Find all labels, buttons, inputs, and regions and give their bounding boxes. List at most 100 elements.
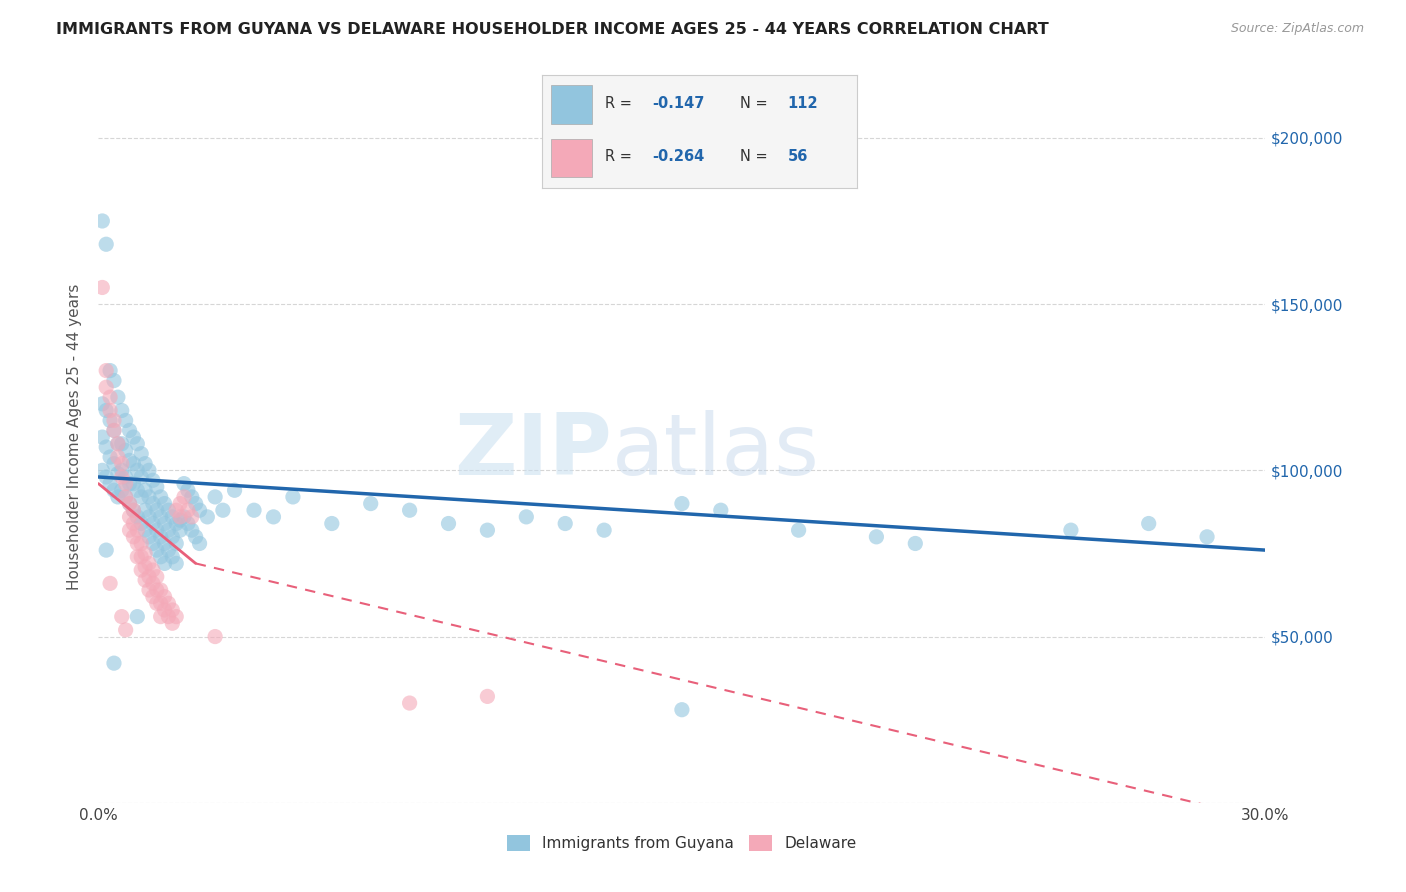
Point [146,570,169,584]
Point [212,503,235,517]
Point [162,549,184,564]
Point [184,497,207,511]
Point [162,509,184,524]
Point [118,453,141,467]
Point [96,237,118,252]
Point [122,530,145,544]
Point [129,447,152,461]
Point [142,516,165,531]
Point [118,497,141,511]
Point [477,523,499,537]
Point [153,497,176,511]
Text: Source: ZipAtlas.com: Source: ZipAtlas.com [1230,22,1364,36]
Point [142,536,165,550]
Point [127,436,149,450]
Point [107,490,129,504]
Point [157,523,180,537]
Point [149,490,172,504]
Point [98,413,121,427]
Point [111,436,134,450]
Point [98,403,121,417]
Point [134,523,156,537]
Point [103,424,125,438]
Point [111,470,134,484]
Point [118,509,141,524]
Point [188,503,211,517]
Point [122,476,145,491]
Point [111,483,134,498]
Point [134,573,156,587]
Point [153,557,176,571]
Point [477,690,499,704]
Point [204,490,226,504]
Point [146,543,169,558]
Point [149,549,172,564]
Point [173,490,195,504]
Point [515,509,537,524]
Point [142,497,165,511]
Point [111,463,134,477]
Point [91,214,114,228]
Point [787,523,810,537]
Point [107,436,129,450]
Text: atlas: atlas [612,410,820,493]
Point [103,424,125,438]
Point [173,509,195,524]
Point [169,509,191,524]
Point [281,490,304,504]
Point [134,483,156,498]
Point [118,476,141,491]
Point [142,576,165,591]
Point [162,616,184,631]
Point [111,403,134,417]
Point [165,516,187,531]
Point [91,430,114,444]
Point [98,476,121,491]
Point [165,557,187,571]
Point [114,490,136,504]
Point [91,463,114,477]
Point [146,480,169,494]
Point [103,457,125,471]
Point [114,413,136,427]
Point [165,503,187,517]
Point [138,570,160,584]
Point [149,609,172,624]
Point [111,609,134,624]
Point [107,450,129,464]
Point [122,430,145,444]
Point [149,530,172,544]
Point [165,609,187,624]
Point [195,509,218,524]
Point [96,380,118,394]
Point [114,490,136,504]
Point [165,536,187,550]
Point [1137,516,1160,531]
Point [129,563,152,577]
Point [114,470,136,484]
Point [96,363,118,377]
Point [127,609,149,624]
Point [114,443,136,458]
Point [98,363,121,377]
Point [177,503,200,517]
Point [398,503,420,517]
Point [360,497,382,511]
Point [169,513,191,527]
Point [138,463,160,477]
Point [142,590,165,604]
Point [162,603,184,617]
Point [593,523,616,537]
Point [122,516,145,531]
Point [107,390,129,404]
Point [118,424,141,438]
Point [398,696,420,710]
Point [262,509,284,524]
Point [180,490,202,504]
Point [138,530,160,544]
Point [153,603,176,617]
Point [710,503,733,517]
Point [138,557,160,571]
Point [91,280,114,294]
Point [122,503,145,517]
